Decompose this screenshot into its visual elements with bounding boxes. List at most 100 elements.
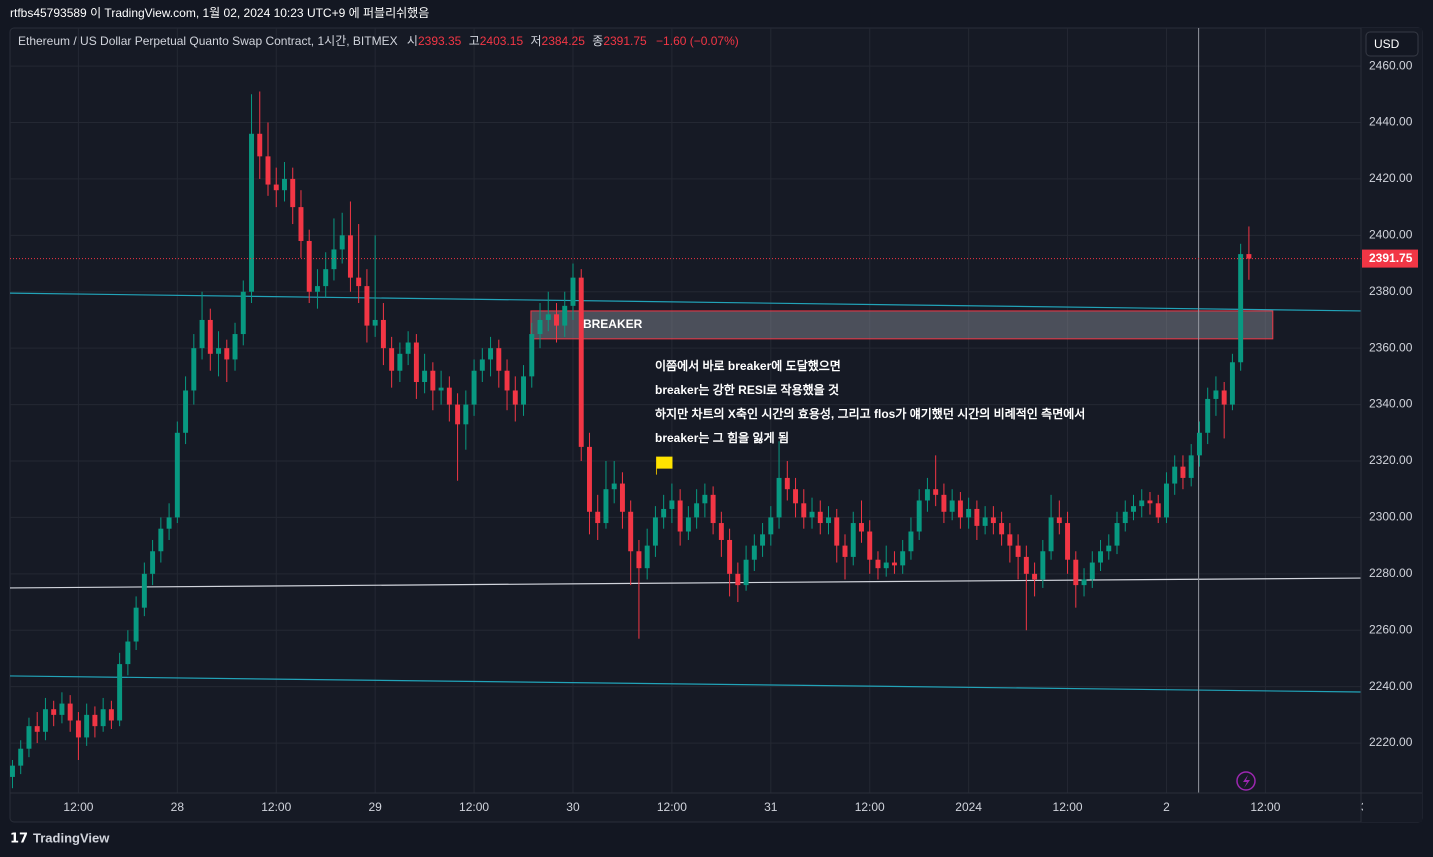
candle-body — [1221, 390, 1227, 405]
candle-body — [422, 370, 428, 383]
candle-body — [141, 573, 147, 608]
change: −1.60 (−0.07%) — [656, 34, 739, 48]
candle-body — [529, 334, 535, 377]
flag — [656, 456, 673, 469]
candle-body — [949, 500, 955, 512]
candle-body — [150, 551, 156, 574]
candle-body — [990, 517, 996, 524]
candle-body — [966, 508, 972, 518]
x-tick-label: 12:00 — [657, 800, 687, 814]
candle-body — [941, 494, 947, 512]
candle-body — [232, 334, 238, 360]
last-price-badge — [1362, 249, 1418, 268]
high-label: 고 — [469, 34, 480, 48]
candle-body — [199, 319, 205, 349]
high-value: 2403.15 — [480, 34, 524, 48]
y-tick-label: 2320.00 — [1369, 453, 1413, 467]
candle-body — [413, 342, 419, 383]
candle-body — [1180, 466, 1186, 478]
currency[interactable]: USD — [1374, 37, 1400, 51]
candle-body — [1065, 523, 1071, 560]
candle-body — [743, 559, 749, 586]
x-tick-label: 2 — [1163, 800, 1170, 814]
candle-body — [554, 314, 559, 326]
candle-body — [652, 517, 658, 546]
candle-body — [1032, 573, 1038, 580]
candle-body — [463, 404, 469, 425]
low-label: 저 — [530, 34, 541, 48]
axes: 2220.00 2240.00 2260.00 2280.00 2300.00 2320.… — [63, 58, 1418, 814]
y-tick-label: 2280.00 — [1369, 566, 1413, 580]
x-tick-label: 12:00 — [1053, 800, 1083, 814]
close-value: 2391.75 — [603, 34, 647, 48]
candle-body — [1098, 551, 1103, 563]
candle-body — [718, 523, 724, 540]
candle-body — [776, 477, 782, 518]
candle-body — [735, 573, 741, 586]
candle-body — [834, 517, 840, 546]
candle-body — [389, 348, 395, 371]
candle-body — [603, 489, 609, 524]
candle-body — [842, 545, 848, 557]
candle-body — [273, 184, 279, 191]
candle-body — [1040, 551, 1046, 580]
candle-body — [982, 517, 988, 526]
candle-body — [331, 249, 337, 270]
y-tick-label: 2220.00 — [1369, 735, 1413, 749]
x-tick-label: 12:00 — [1250, 800, 1280, 814]
candle-body — [859, 523, 864, 532]
candle-body — [224, 348, 230, 360]
candle-body — [817, 511, 823, 524]
last-price-label: 2391.75 — [1369, 251, 1413, 265]
candle-body — [537, 319, 543, 335]
event-icon[interactable] — [1236, 771, 1256, 791]
plot-area: BREAKER — [10, 28, 1361, 793]
candle-body — [347, 235, 353, 278]
candle-body — [488, 348, 494, 360]
x-tick-label: 31 — [764, 800, 778, 814]
candle-body — [174, 432, 180, 518]
candle-body — [1213, 390, 1219, 399]
candle-body — [1023, 556, 1029, 574]
candle-body — [694, 503, 700, 518]
candle-body — [883, 562, 889, 569]
candle-body — [751, 545, 757, 560]
candle-body — [84, 714, 90, 738]
candle-body — [578, 277, 584, 447]
candle-body — [1106, 545, 1112, 552]
candle-body — [570, 277, 576, 306]
candle-body — [207, 319, 213, 354]
candle-body — [1163, 483, 1169, 518]
candle-body — [974, 508, 980, 526]
candle-body — [257, 133, 263, 157]
currency-button[interactable] — [1365, 31, 1419, 57]
symbol: Ethereum / US Dollar Perpetual Quanto Sw… — [18, 34, 398, 48]
candle-body — [1048, 517, 1054, 552]
x-tick-label: 2024 — [955, 800, 982, 814]
candle-body — [801, 503, 807, 518]
candle-body — [636, 551, 642, 569]
x-tick-label: 3 — [1361, 800, 1368, 814]
candle-body — [125, 641, 131, 665]
candle-body — [875, 559, 881, 569]
candle-body — [1007, 534, 1013, 546]
candle-body — [446, 387, 452, 405]
candle-body — [356, 277, 362, 287]
annotation: 하지만 차트의 X축인 시간의 효용성, 그리고 flos가 얘기했던 시간의 … — [655, 406, 1085, 421]
candle-body — [562, 305, 568, 326]
candle-body — [133, 607, 139, 642]
y-tick-label: 2460.00 — [1369, 58, 1413, 72]
candle-body — [183, 390, 189, 433]
candle-body — [677, 500, 683, 532]
candle-body — [595, 511, 601, 524]
candle-body — [727, 539, 733, 574]
trendline — [10, 675, 1361, 693]
candle-body — [455, 404, 461, 425]
candle-body — [26, 726, 32, 749]
candle-body — [75, 720, 81, 738]
candle-body — [282, 178, 287, 191]
y-tick-label: 2300.00 — [1369, 510, 1413, 524]
candle-body — [108, 709, 114, 721]
